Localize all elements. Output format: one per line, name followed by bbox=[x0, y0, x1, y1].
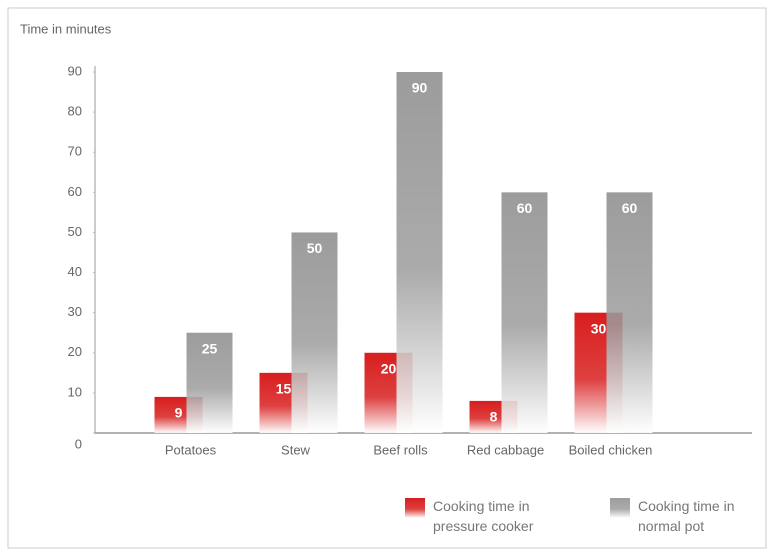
y-tick-label: 80 bbox=[68, 104, 82, 119]
bar bbox=[291, 232, 338, 433]
value-label: 90 bbox=[412, 80, 428, 96]
y-tick-label: 50 bbox=[68, 224, 82, 239]
y-tick-label: 0 bbox=[75, 436, 82, 451]
legend-swatch bbox=[405, 498, 425, 518]
x-tick-label: Red cabbage bbox=[467, 442, 544, 457]
legend-label: Cooking time in normal pot bbox=[638, 498, 735, 534]
y-tick-label: 20 bbox=[68, 344, 82, 359]
legend-swatch bbox=[610, 498, 630, 518]
value-label: 8 bbox=[490, 409, 498, 425]
y-tick-label: 40 bbox=[68, 264, 82, 279]
value-label: 9 bbox=[175, 405, 183, 421]
bar bbox=[186, 332, 233, 433]
y-tick-label: 90 bbox=[68, 63, 82, 78]
value-label: 30 bbox=[591, 320, 607, 336]
y-tick-label: 70 bbox=[68, 144, 82, 159]
x-tick-label: Stew bbox=[281, 442, 311, 457]
bar bbox=[501, 192, 548, 433]
x-tick-label: Beef rolls bbox=[373, 442, 428, 457]
legend-label: Cooking time in pressure cooker bbox=[433, 498, 534, 534]
y-tick-label: 60 bbox=[68, 184, 82, 199]
value-label: 25 bbox=[202, 340, 218, 356]
value-label: 15 bbox=[276, 381, 292, 397]
value-label: 60 bbox=[622, 200, 638, 216]
x-tick-label: Potatoes bbox=[165, 442, 217, 457]
bar bbox=[396, 72, 443, 433]
value-label: 60 bbox=[517, 200, 533, 216]
value-label: 50 bbox=[307, 240, 323, 256]
y-tick-label: 10 bbox=[68, 384, 82, 399]
y-tick-label: 30 bbox=[68, 304, 82, 319]
value-label: 20 bbox=[381, 360, 397, 376]
x-tick-label: Boiled chicken bbox=[569, 442, 653, 457]
frame bbox=[7, 7, 767, 549]
y-axis-label: Time in minutes bbox=[20, 21, 112, 36]
bar bbox=[606, 192, 653, 433]
